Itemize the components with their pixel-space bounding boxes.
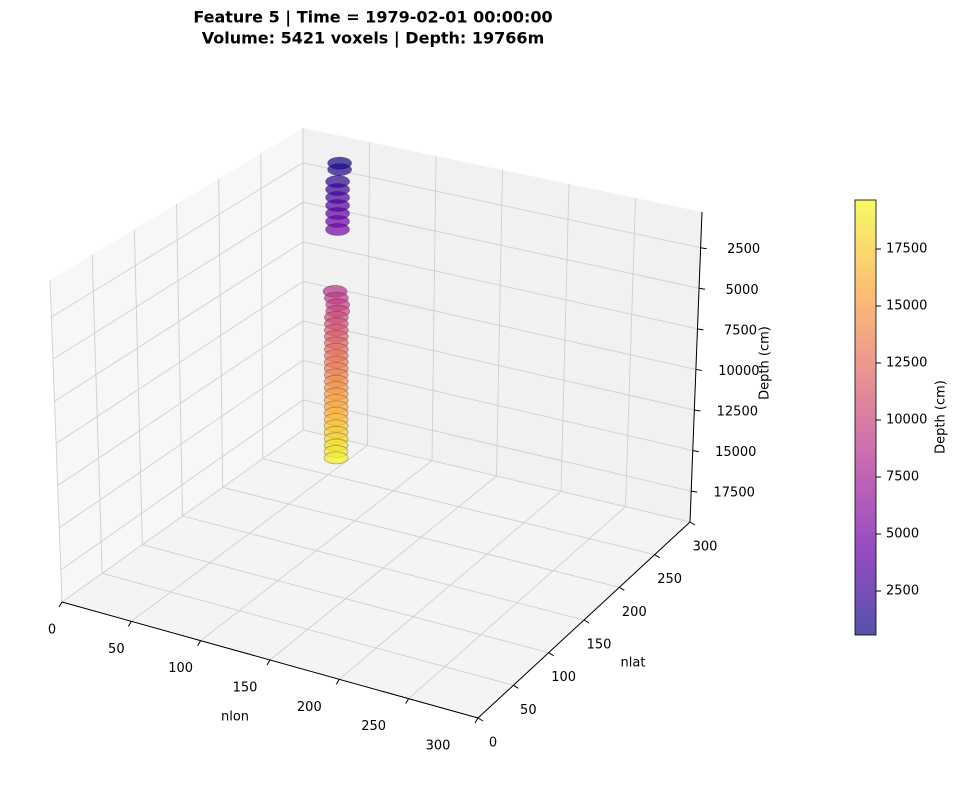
y-tick-label: 200 — [622, 605, 647, 620]
grid-line — [260, 153, 264, 459]
colorbar-tick-label: 2500 — [886, 583, 919, 598]
grid-line — [302, 162, 701, 249]
z-tick — [692, 450, 699, 453]
z-tick — [697, 328, 704, 331]
grid-line — [60, 399, 304, 571]
grid-line — [51, 162, 304, 318]
x-tick — [127, 621, 132, 627]
panes — [50, 128, 702, 718]
grid-line — [57, 320, 304, 487]
grid-line — [496, 169, 503, 477]
x-tick-label: 50 — [108, 642, 125, 657]
x-tick-label: 150 — [233, 681, 258, 696]
voxel-slice — [323, 451, 349, 465]
y-tick — [548, 652, 554, 657]
z-tick — [691, 490, 698, 493]
grid-line — [302, 320, 695, 411]
grid-line — [54, 241, 304, 402]
left-pane — [50, 128, 303, 602]
z-tick-label: 17500 — [714, 486, 755, 501]
chart-subtitle: Volume: 5421 voxels | Depth: 19766m — [202, 29, 544, 49]
grid-line — [431, 155, 437, 461]
z-tick-label: 7500 — [724, 323, 757, 338]
grid-line — [302, 429, 691, 523]
z-tick — [700, 247, 707, 250]
x-tick-label: 100 — [168, 661, 193, 676]
colorbar-tick-label: 5000 — [886, 527, 919, 542]
grid-line — [55, 280, 304, 444]
x-tick-label: 250 — [361, 719, 386, 734]
x-tick-label: 0 — [48, 623, 56, 638]
grid-line — [49, 279, 63, 603]
x-tick — [58, 601, 63, 608]
grid-line — [302, 201, 700, 289]
grid-line — [222, 486, 620, 588]
grid-line — [302, 399, 692, 492]
grid-line — [133, 229, 143, 545]
grid-line — [52, 201, 304, 360]
grid-line — [102, 572, 514, 686]
feature — [322, 156, 353, 465]
y-tick-label: 50 — [520, 703, 537, 718]
grid-line — [302, 241, 698, 330]
grid-line — [58, 360, 304, 529]
y-tick-label: 250 — [657, 572, 682, 587]
grid-line — [262, 458, 655, 556]
chart-title: Feature 5 | Time = 1979-02-01 00:00:00 — [193, 8, 552, 28]
grid-line — [302, 359, 693, 452]
x-tick — [197, 640, 202, 646]
z-axis-label: Depth (cm) — [758, 326, 773, 400]
x-tick — [405, 698, 410, 704]
colorbar — [854, 199, 877, 636]
grid-line — [218, 178, 224, 488]
y-tick — [583, 619, 590, 624]
voxel-slice — [325, 223, 350, 236]
z-tick-label: 15000 — [715, 445, 756, 460]
colorbar-tick-label: 15000 — [886, 299, 927, 314]
z-tick — [694, 409, 701, 412]
x-axis-label: nlon — [221, 710, 249, 725]
x-tick — [335, 679, 340, 685]
colorbar-tick-label: 12500 — [886, 356, 927, 371]
y-tick-label: 0 — [489, 736, 497, 751]
y-tick-label: 150 — [587, 638, 612, 653]
grid-line — [182, 515, 585, 621]
y-tick — [689, 521, 696, 526]
z-tick-label: 10000 — [718, 364, 759, 379]
z-tick — [698, 287, 706, 290]
grid-line — [91, 254, 103, 574]
colorbar-tick-label: 17500 — [886, 242, 927, 257]
voxel-slice — [327, 163, 353, 176]
y-tick — [513, 684, 519, 689]
x-tick — [266, 659, 271, 666]
y-tick — [477, 717, 484, 722]
z-tick-label: 5000 — [726, 283, 759, 298]
y-axis-label: nlat — [621, 656, 646, 671]
x-tick — [474, 717, 479, 724]
grid-line — [176, 203, 183, 517]
grid-line — [367, 141, 370, 446]
grid-line — [560, 183, 570, 492]
y-tick-label: 300 — [693, 540, 718, 555]
x-tick-label: 200 — [297, 700, 322, 715]
grid-line — [625, 197, 636, 507]
grid-line — [142, 544, 549, 654]
z-tick — [695, 368, 702, 371]
colorbar-label: Depth (cm) — [934, 380, 949, 454]
y-tick — [619, 586, 625, 591]
z-axis — [689, 211, 703, 523]
y-tick-label: 100 — [551, 670, 576, 685]
x-tick-label: 300 — [426, 739, 451, 754]
colorbar-tick-label: 7500 — [886, 470, 919, 485]
colorbar-tick-label: 10000 — [886, 413, 927, 428]
y-tick — [654, 554, 660, 559]
grid-line — [302, 280, 697, 370]
z-tick-label: 12500 — [717, 405, 758, 420]
z-tick-label: 2500 — [727, 242, 760, 257]
